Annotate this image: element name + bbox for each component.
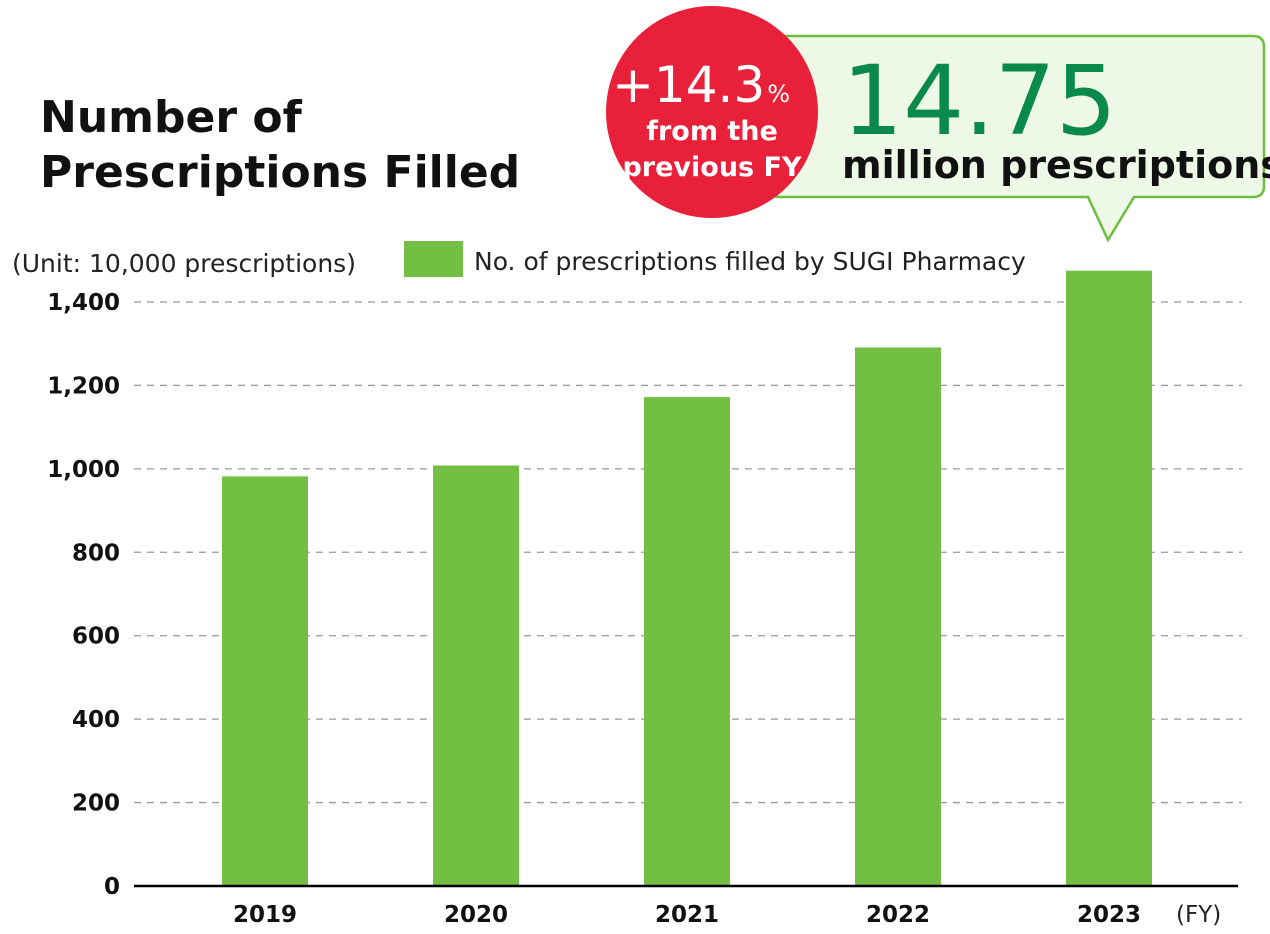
callout-bubble: 14.75 million prescriptions — [767, 34, 1270, 243]
bar-2020 — [433, 465, 519, 886]
x-tick-label: 2020 — [444, 902, 508, 928]
badge-percent-sign: % — [767, 80, 790, 108]
x-tick-label: 2023 — [1077, 902, 1141, 928]
x-tick-label: 2019 — [233, 902, 297, 928]
badge-value: +14.3 — [612, 56, 765, 114]
badge-line1: from the — [646, 116, 778, 147]
badge-line2: previous FY — [622, 152, 801, 183]
legend: No. of prescriptions filled by SUGI Phar… — [404, 241, 1026, 277]
y-tick-label: 800 — [72, 540, 120, 566]
y-axis-ticks: 0 200 400 600 800 1,000 1,200 1,400 — [47, 290, 120, 900]
bars — [222, 270, 1152, 886]
legend-label: No. of prescriptions filled by SUGI Phar… — [474, 247, 1026, 276]
callout-unit: million prescriptions — [842, 143, 1270, 187]
y-tick-label: 1,000 — [47, 457, 120, 483]
badge-percentage: +14.3% — [612, 56, 790, 114]
chart-title-line2: Prescriptions Filled — [40, 147, 520, 198]
x-axis-ticks: 2019 2020 2021 2022 2023 — [233, 902, 1141, 928]
y-tick-label: 600 — [72, 624, 120, 650]
y-tick-label: 1,400 — [47, 290, 120, 316]
x-unit-label: (FY) — [1176, 902, 1221, 928]
bar-2021 — [644, 397, 730, 886]
y-tick-label: 400 — [72, 707, 120, 733]
x-tick-label: 2022 — [866, 902, 930, 928]
callout-value: 14.75 — [842, 45, 1117, 157]
y-tick-label: 0 — [104, 874, 120, 900]
chart-title-line1: Number of — [40, 92, 303, 143]
y-tick-label: 200 — [72, 791, 120, 817]
bar-2019 — [222, 476, 308, 886]
legend-swatch — [404, 241, 463, 277]
grid-lines — [134, 301, 1242, 804]
badge-circle — [606, 6, 818, 218]
bar-2023 — [1066, 270, 1152, 886]
bar-2022 — [855, 347, 941, 886]
growth-badge: +14.3% from the previous FY — [606, 6, 818, 218]
x-tick-label: 2021 — [655, 902, 719, 928]
unit-label: (Unit: 10,000 prescriptions) — [12, 249, 356, 278]
y-tick-label: 1,200 — [47, 373, 120, 399]
